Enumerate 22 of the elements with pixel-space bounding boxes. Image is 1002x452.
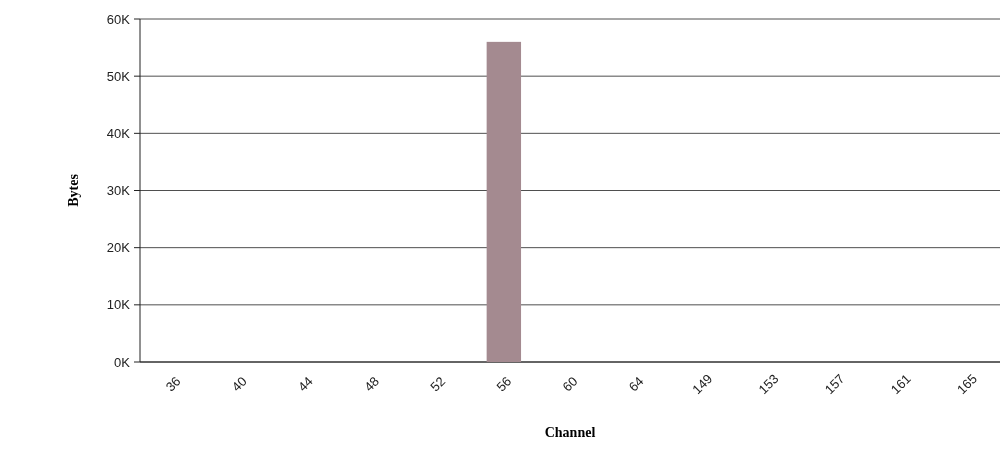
x-tick-label: 44: [295, 373, 316, 395]
y-tick-label: 60K: [106, 11, 131, 27]
y-tick-label: 50K: [106, 68, 131, 84]
y-tick-label: 10K: [106, 297, 131, 313]
x-tick-label: 52: [427, 373, 449, 395]
y-axis-title: Bytes: [66, 173, 81, 207]
y-tick-label: 40K: [106, 125, 131, 141]
y-tick-label: 0K: [114, 354, 131, 370]
x-tick-label: 149: [689, 371, 716, 398]
x-tick-label: 157: [821, 371, 848, 398]
x-tick-label: 153: [755, 371, 782, 398]
x-tick-label: 36: [162, 373, 184, 395]
x-tick-label: 48: [361, 373, 382, 395]
x-tick-label: 161: [887, 371, 914, 398]
x-tick-label: 60: [559, 373, 581, 395]
y-tick-label: 30K: [106, 183, 131, 199]
x-tick-label: 64: [625, 373, 647, 395]
x-axis-title: Channel: [544, 425, 596, 440]
y-tick-label: 20K: [106, 240, 131, 256]
x-tick-label: 40: [228, 373, 250, 395]
x-tick-label: 165: [953, 371, 980, 398]
x-tick-label: 56: [493, 373, 515, 395]
